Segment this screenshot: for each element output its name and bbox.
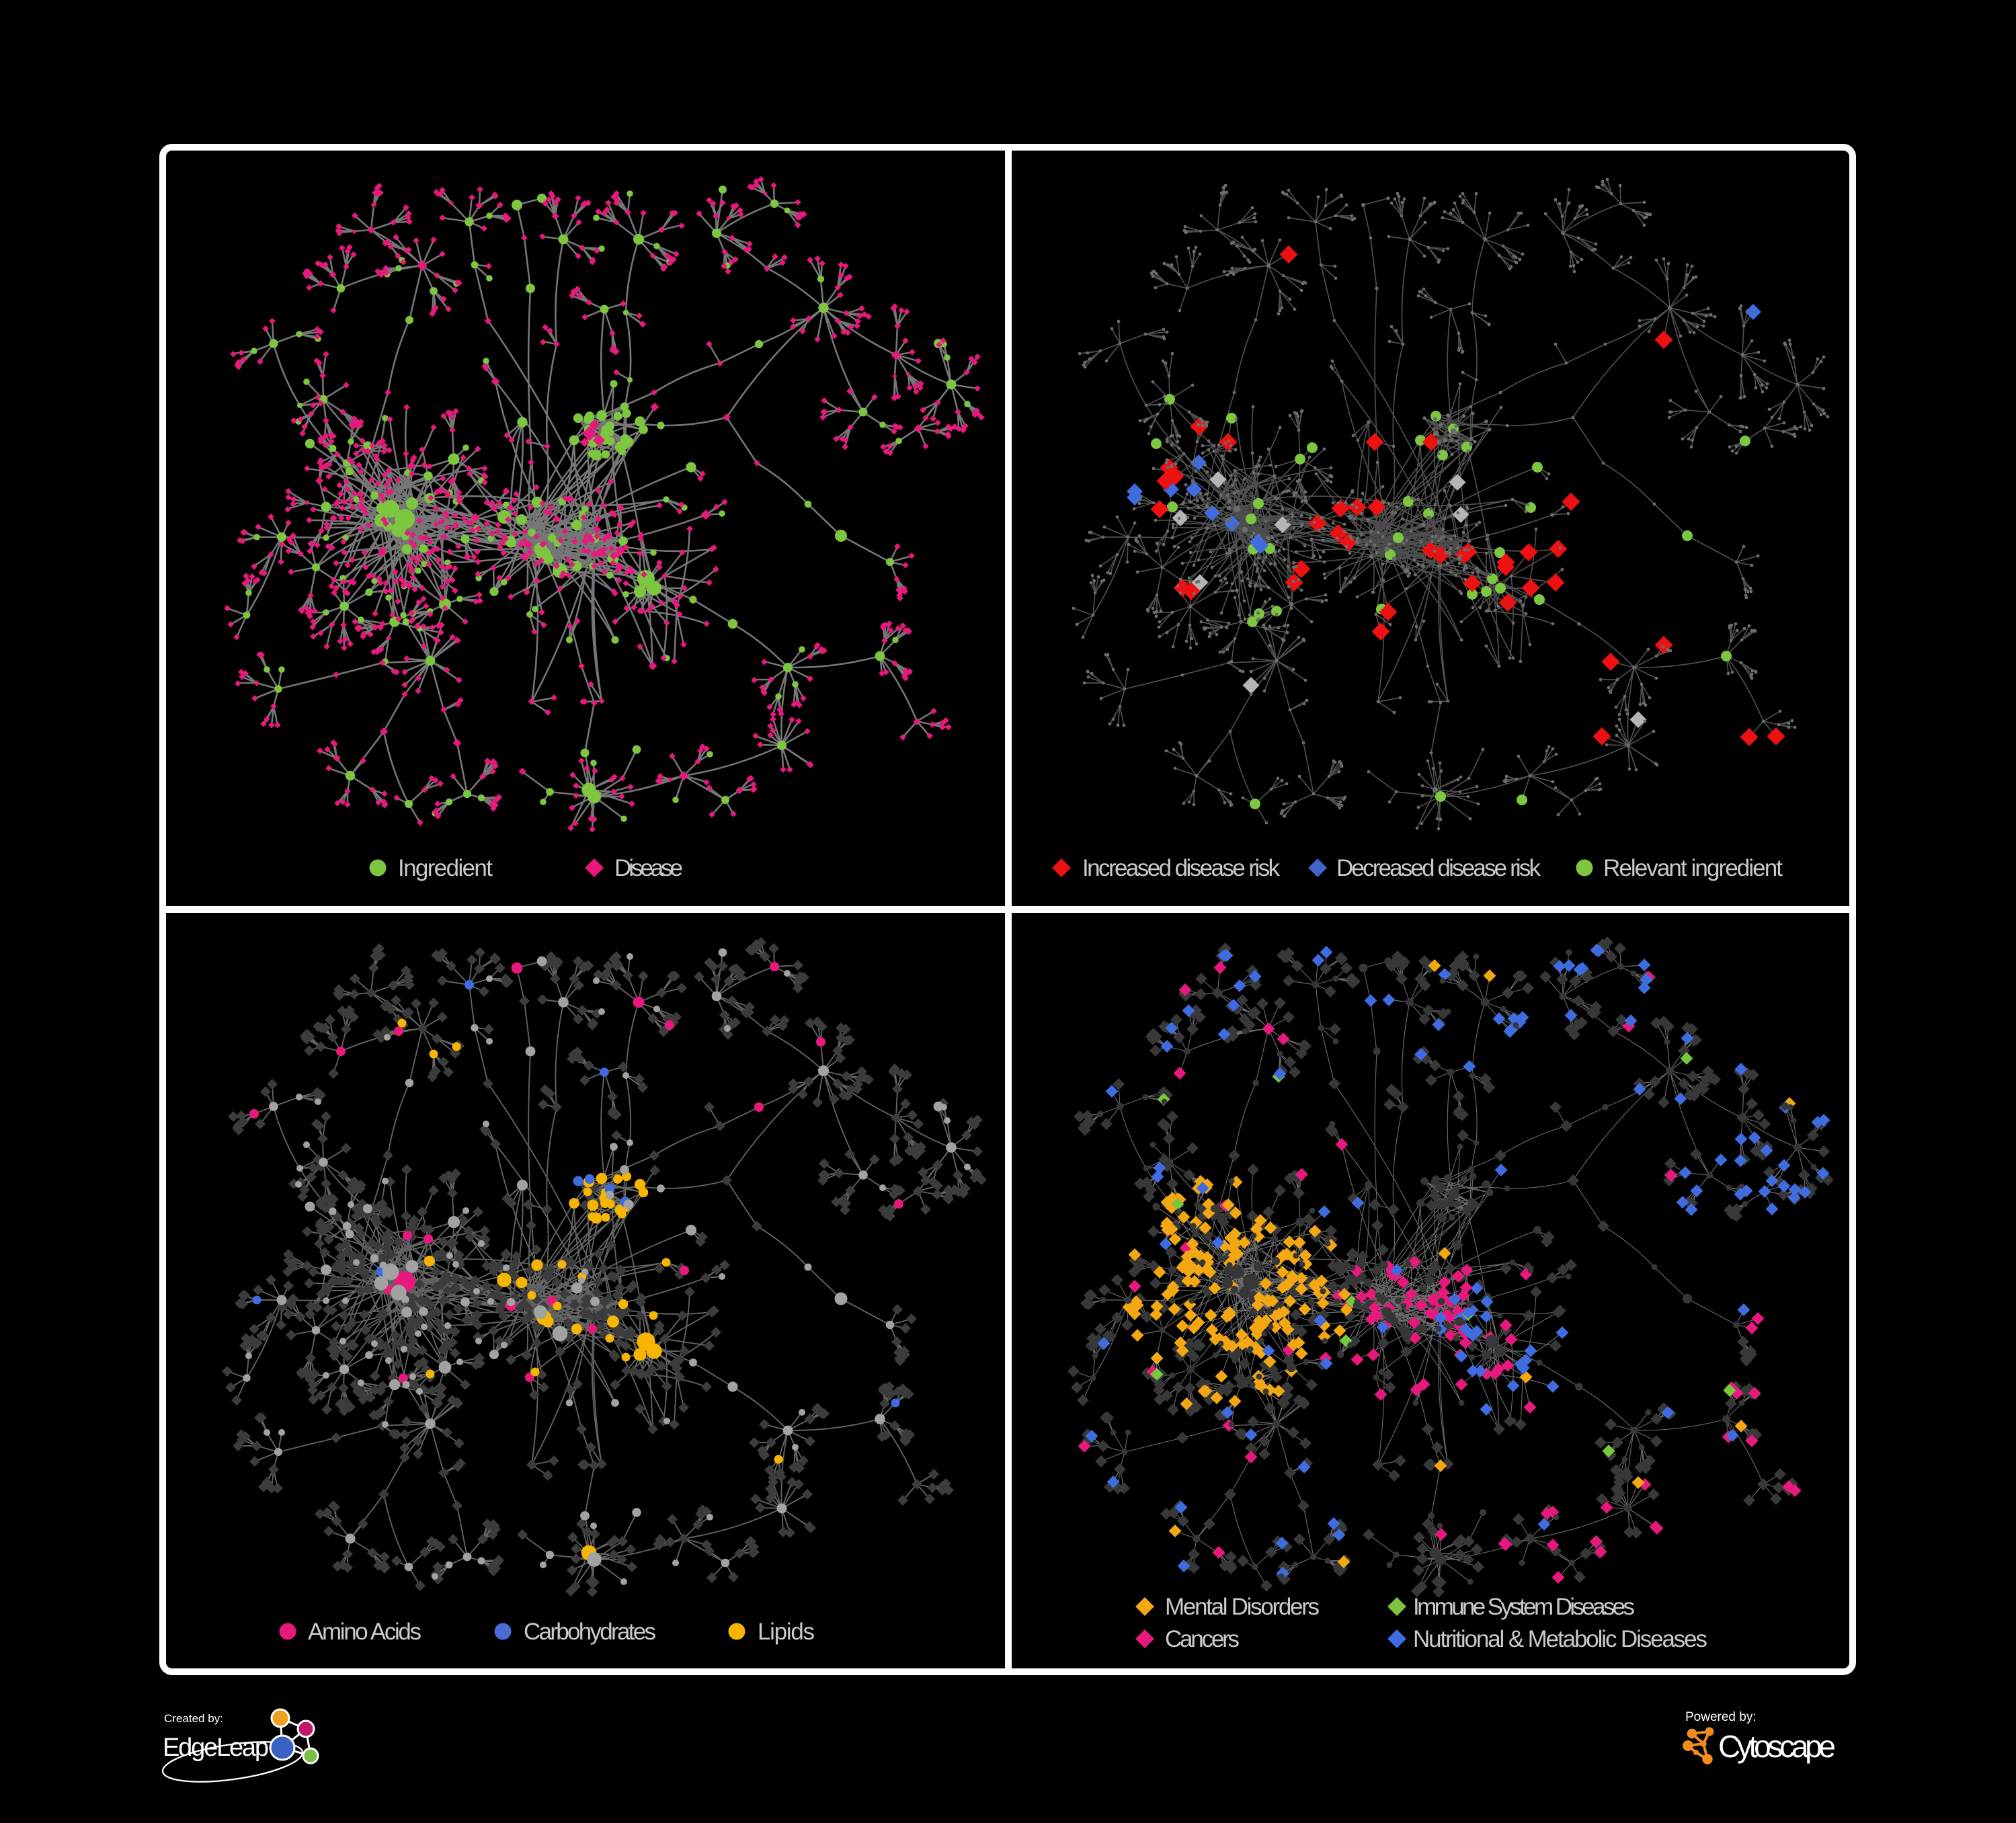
svg-text:Relevant ingredient: Relevant ingredient	[1603, 855, 1783, 881]
svg-text:Amino Acids: Amino Acids	[308, 1619, 421, 1645]
svg-text:Carbohydrates: Carbohydrates	[524, 1619, 656, 1645]
svg-text:Powered by:: Powered by:	[1685, 1710, 1757, 1724]
svg-text:Cancers: Cancers	[1165, 1626, 1240, 1652]
svg-text:Decreased disease risk: Decreased disease risk	[1336, 855, 1541, 881]
svg-text:Lipids: Lipids	[758, 1619, 815, 1645]
svg-text:Increased disease risk: Increased disease risk	[1082, 855, 1281, 881]
svg-text:Ingredient: Ingredient	[398, 855, 493, 881]
svg-text:Disease: Disease	[614, 855, 683, 881]
svg-text:Mental Disorders: Mental Disorders	[1165, 1594, 1320, 1620]
svg-text:Nutritional & Metabolic Diseas: Nutritional & Metabolic Diseases	[1413, 1626, 1707, 1652]
svg-text:Cytoscape: Cytoscape	[1718, 1729, 1836, 1764]
svg-text:Immune System Diseases: Immune System Diseases	[1413, 1594, 1635, 1620]
svg-text:Created by:: Created by:	[164, 1712, 223, 1725]
